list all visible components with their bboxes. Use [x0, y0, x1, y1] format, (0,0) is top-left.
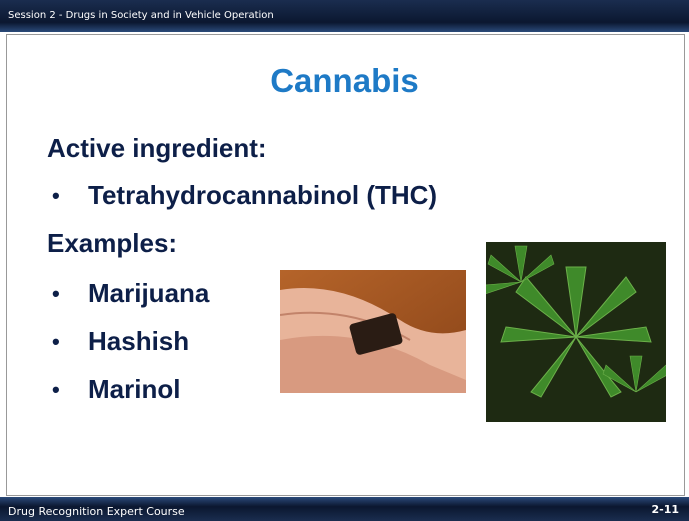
header-bar: Session 2 - Drugs in Society and in Vehi… — [0, 0, 689, 32]
bullet-text: Marinol — [88, 374, 180, 405]
footer-bar: Drug Recognition Expert Course 2-11 — [0, 497, 689, 521]
section-heading: Examples: — [47, 228, 177, 259]
slide-title: Cannabis — [0, 62, 689, 100]
bullet-text: Marijuana — [88, 278, 209, 309]
leaf-photo — [486, 242, 666, 422]
footer-text: Drug Recognition Expert Course — [8, 505, 185, 518]
bullet: • — [52, 329, 60, 355]
bullet: • — [52, 183, 60, 209]
section-heading: Active ingredient: — [47, 133, 267, 164]
bullet-text: Tetrahydrocannabinol (THC) — [88, 180, 437, 211]
header-text: Session 2 - Drugs in Society and in Vehi… — [8, 10, 274, 21]
slide: Session 2 - Drugs in Society and in Vehi… — [0, 0, 689, 521]
page-number: 2-11 — [651, 503, 679, 516]
bullet-text: Hashish — [88, 326, 189, 357]
bullet: • — [52, 281, 60, 307]
bullet: • — [52, 377, 60, 403]
hashish-photo — [280, 270, 466, 393]
